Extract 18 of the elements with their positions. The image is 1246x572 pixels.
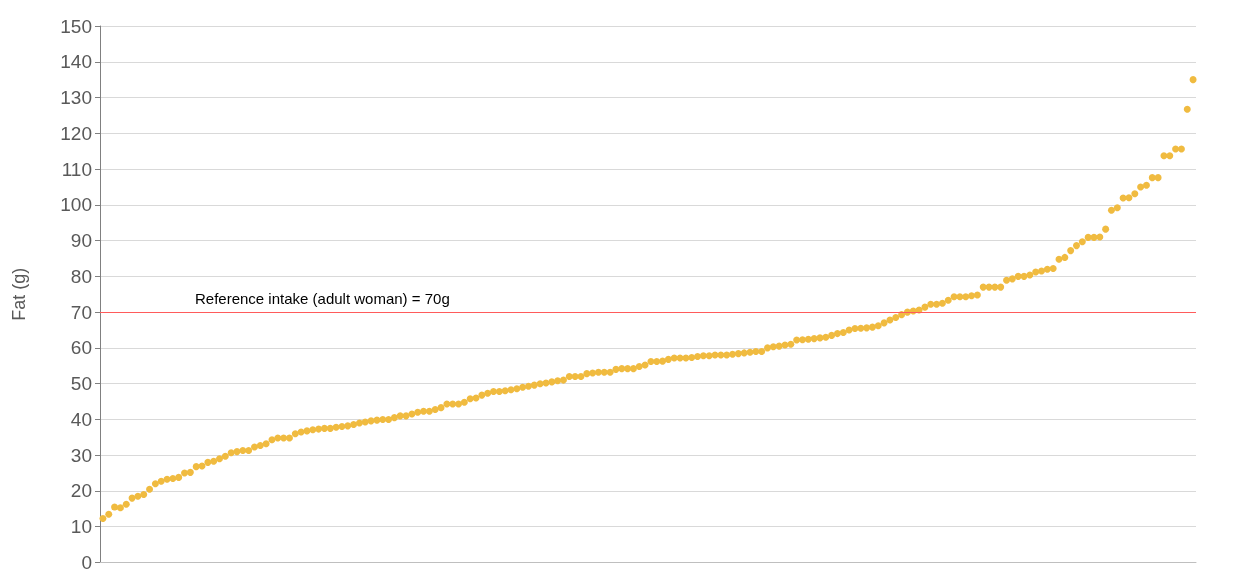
y-tick-label: 140 (60, 51, 92, 73)
y-tick-label: 110 (61, 158, 92, 180)
y-tick-label: 100 (60, 194, 92, 216)
y-tick-label: 80 (70, 265, 92, 287)
ref-line-label: Reference intake (adult woman) = 70g (195, 290, 450, 308)
y-tick-label: 130 (60, 87, 92, 109)
y-axis-title: Fat (g) (9, 267, 29, 321)
y-tick-label: 20 (70, 480, 92, 502)
y-tick-label: 60 (70, 337, 92, 359)
y-tick-label: 150 (60, 15, 92, 37)
y-tick-label: 30 (70, 444, 92, 466)
y-tick-label: 120 (60, 122, 92, 144)
y-tick-label: 10 (70, 516, 92, 538)
y-tick-label: 0 (81, 552, 92, 572)
y-tick-label: 70 (70, 301, 92, 323)
y-tick-label: 40 (70, 408, 92, 430)
y-tick-label: 50 (70, 373, 92, 395)
y-tick-label: 90 (70, 230, 92, 252)
